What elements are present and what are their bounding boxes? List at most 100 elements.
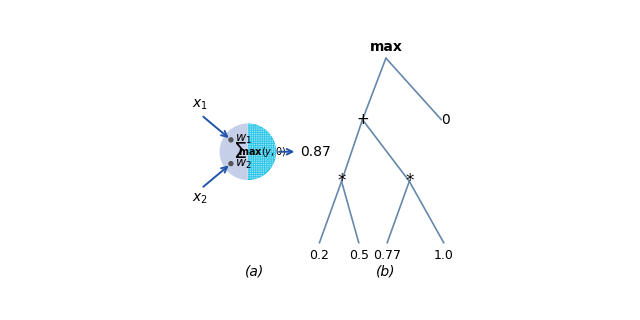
Circle shape [274, 146, 275, 148]
Circle shape [256, 166, 257, 167]
Circle shape [250, 162, 251, 163]
Circle shape [256, 175, 257, 176]
Circle shape [254, 148, 255, 150]
Circle shape [259, 144, 260, 145]
Circle shape [260, 153, 262, 154]
Circle shape [256, 135, 257, 136]
Circle shape [265, 131, 266, 132]
Circle shape [259, 133, 260, 134]
Circle shape [252, 135, 253, 136]
Circle shape [262, 162, 264, 163]
Circle shape [274, 144, 275, 145]
Circle shape [267, 142, 269, 143]
Circle shape [247, 124, 249, 125]
Circle shape [247, 175, 249, 176]
Circle shape [267, 164, 269, 165]
Circle shape [265, 171, 266, 172]
Circle shape [256, 155, 257, 156]
Circle shape [252, 159, 253, 161]
Text: $\mathbf{max}(y,0)$: $\mathbf{max}(y,0)$ [238, 145, 287, 159]
Circle shape [250, 124, 251, 125]
Circle shape [259, 135, 260, 136]
Circle shape [254, 171, 255, 172]
Circle shape [254, 135, 255, 136]
Circle shape [260, 131, 262, 132]
Circle shape [256, 142, 257, 143]
Circle shape [274, 148, 275, 150]
Circle shape [250, 133, 251, 134]
Text: $w_1$: $w_1$ [236, 132, 252, 146]
Circle shape [256, 153, 257, 154]
Circle shape [269, 137, 271, 139]
Circle shape [271, 155, 273, 156]
Circle shape [259, 128, 260, 130]
Circle shape [256, 173, 257, 174]
Circle shape [262, 148, 264, 150]
Circle shape [252, 177, 253, 179]
Circle shape [247, 166, 249, 167]
Circle shape [262, 155, 264, 156]
Circle shape [254, 173, 255, 174]
Circle shape [247, 126, 249, 128]
Text: (a): (a) [244, 264, 264, 278]
Circle shape [260, 173, 262, 174]
Circle shape [262, 128, 264, 130]
Circle shape [260, 142, 262, 143]
Circle shape [260, 140, 262, 141]
Circle shape [274, 157, 275, 159]
Circle shape [265, 146, 266, 148]
Circle shape [260, 164, 262, 165]
Circle shape [259, 168, 260, 170]
Circle shape [247, 144, 249, 145]
Circle shape [269, 157, 271, 159]
Circle shape [271, 157, 273, 159]
Circle shape [256, 128, 257, 130]
Circle shape [250, 142, 251, 143]
Circle shape [256, 133, 257, 134]
Circle shape [250, 146, 251, 148]
Circle shape [269, 162, 271, 163]
Circle shape [254, 144, 255, 145]
Circle shape [252, 171, 253, 172]
Circle shape [247, 128, 249, 130]
Circle shape [250, 168, 251, 170]
Text: (b): (b) [376, 264, 396, 278]
Circle shape [271, 164, 273, 165]
Circle shape [262, 140, 264, 141]
Circle shape [254, 153, 255, 154]
Circle shape [265, 155, 266, 156]
Circle shape [250, 173, 251, 174]
Circle shape [250, 166, 251, 167]
Circle shape [259, 137, 260, 139]
Circle shape [254, 131, 255, 132]
Circle shape [271, 162, 273, 163]
Circle shape [259, 171, 260, 172]
Circle shape [256, 164, 257, 165]
Text: 0.87: 0.87 [300, 145, 330, 159]
Circle shape [250, 140, 251, 141]
Circle shape [260, 135, 262, 136]
Circle shape [250, 175, 251, 176]
Circle shape [250, 148, 251, 150]
Circle shape [265, 157, 266, 159]
Text: 0.77: 0.77 [373, 249, 401, 262]
Circle shape [247, 137, 249, 139]
Circle shape [252, 126, 253, 128]
Circle shape [262, 135, 264, 136]
Circle shape [259, 126, 260, 128]
Circle shape [265, 144, 266, 145]
Circle shape [262, 164, 264, 165]
Circle shape [250, 150, 251, 152]
Circle shape [256, 144, 257, 145]
Circle shape [265, 166, 266, 167]
Circle shape [260, 162, 262, 163]
Circle shape [254, 175, 255, 176]
Circle shape [259, 173, 260, 174]
Circle shape [252, 137, 253, 139]
Circle shape [252, 155, 253, 156]
Circle shape [254, 164, 255, 165]
Circle shape [252, 144, 253, 145]
Circle shape [254, 166, 255, 167]
Circle shape [256, 171, 257, 172]
Circle shape [252, 162, 253, 163]
